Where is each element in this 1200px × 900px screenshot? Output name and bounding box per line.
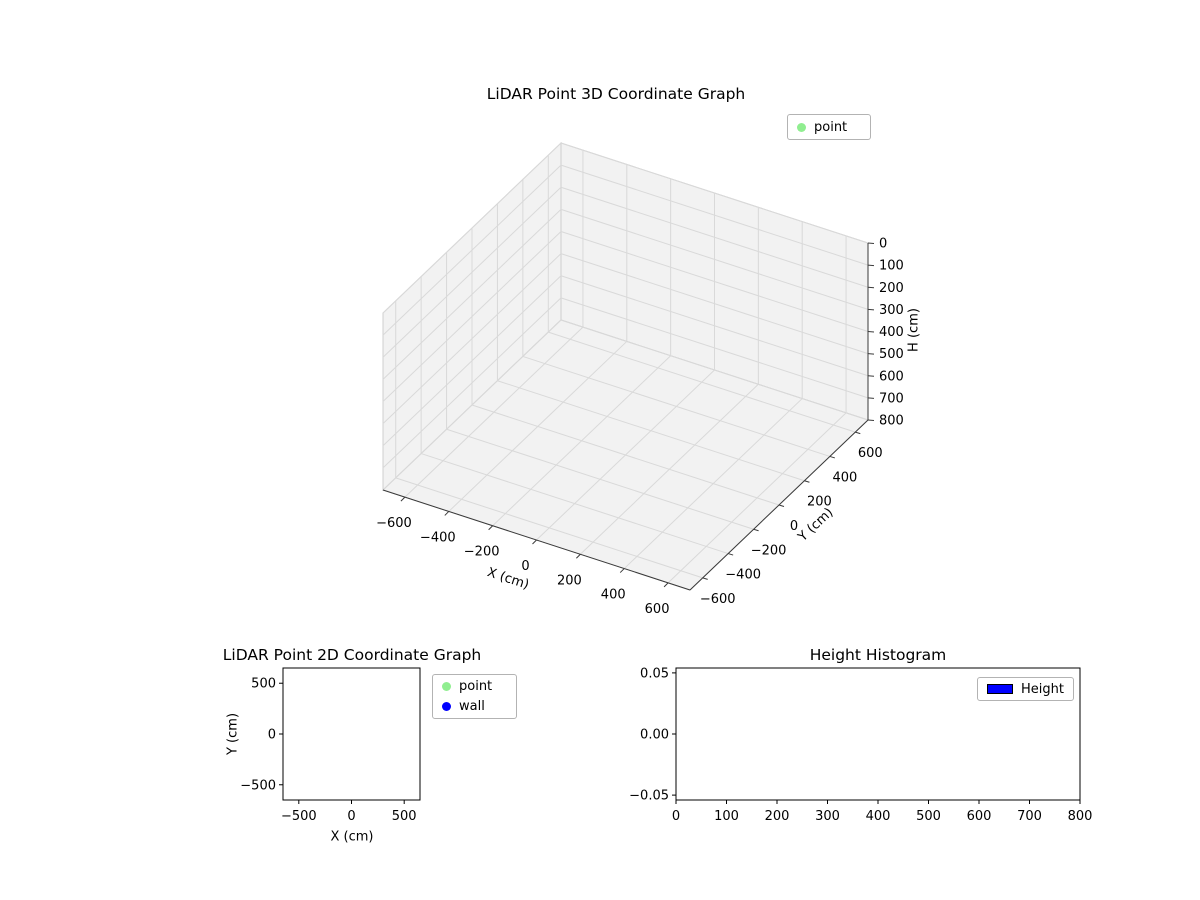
hist-title: Height Histogram xyxy=(809,646,947,664)
hist-axes: 0 100 200 300 400 500 600 700 800 0.05 0.00 −0.05 xyxy=(629,666,1092,824)
wall-marker-icon xyxy=(442,702,451,711)
plot3d-title: LiDAR Point 3D Coordinate Graph xyxy=(486,85,746,103)
legend-label-wall: wall xyxy=(459,699,485,714)
plot3d-legend: point xyxy=(787,114,871,140)
svg-text:600: 600 xyxy=(879,369,904,384)
svg-text:0: 0 xyxy=(347,809,355,824)
svg-text:200: 200 xyxy=(557,573,582,588)
svg-text:500: 500 xyxy=(251,677,276,692)
svg-text:400: 400 xyxy=(601,588,626,603)
svg-text:500: 500 xyxy=(916,809,941,824)
svg-text:100: 100 xyxy=(879,259,904,274)
plot2d-title: LiDAR Point 2D Coordinate Graph xyxy=(222,646,482,664)
point-marker-icon xyxy=(797,122,806,132)
svg-text:600: 600 xyxy=(967,809,992,824)
svg-text:700: 700 xyxy=(879,391,904,406)
plot2d-x-axis-label: X (cm) xyxy=(330,829,374,845)
svg-text:0: 0 xyxy=(879,237,887,252)
svg-text:500: 500 xyxy=(392,809,417,824)
legend-label-point: point xyxy=(459,679,493,694)
svg-text:−600: −600 xyxy=(700,592,736,607)
svg-text:−200: −200 xyxy=(464,545,500,560)
svg-text:0.00: 0.00 xyxy=(640,728,669,743)
legend-label-point: point xyxy=(814,119,848,135)
svg-text:0: 0 xyxy=(790,519,798,534)
svg-text:400: 400 xyxy=(832,470,857,485)
svg-text:−200: −200 xyxy=(751,543,787,558)
svg-text:800: 800 xyxy=(1068,809,1093,824)
svg-text:−400: −400 xyxy=(725,568,761,583)
svg-text:200: 200 xyxy=(879,281,904,296)
plot3d-z-axis-label: H (cm) xyxy=(906,308,922,352)
svg-text:400: 400 xyxy=(879,325,904,340)
svg-text:500: 500 xyxy=(879,347,904,362)
svg-text:200: 200 xyxy=(807,495,832,510)
svg-text:0: 0 xyxy=(521,559,529,574)
svg-text:100: 100 xyxy=(714,809,739,824)
svg-text:800: 800 xyxy=(879,414,904,429)
svg-text:300: 300 xyxy=(879,303,904,318)
plot2d-axes: −500 0 500 500 0 −500 xyxy=(240,667,421,824)
svg-text:600: 600 xyxy=(858,446,883,461)
legend-item-point: point xyxy=(442,679,507,694)
svg-text:400: 400 xyxy=(866,809,891,824)
legend-item-wall: wall xyxy=(442,699,507,714)
svg-text:600: 600 xyxy=(645,602,670,617)
legend-item-height: Height xyxy=(987,682,1064,697)
svg-text:−500: −500 xyxy=(240,778,276,793)
height-bar-swatch-icon xyxy=(987,684,1013,694)
svg-text:0: 0 xyxy=(672,809,680,824)
svg-text:0.05: 0.05 xyxy=(640,666,669,681)
svg-text:300: 300 xyxy=(815,809,840,824)
svg-text:700: 700 xyxy=(1017,809,1042,824)
legend-item-point: point xyxy=(797,120,861,135)
plot2d-y-axis-label: Y (cm) xyxy=(225,712,241,756)
svg-text:−600: −600 xyxy=(376,516,412,531)
svg-text:−500: −500 xyxy=(281,809,317,824)
legend-label-height: Height xyxy=(1021,681,1064,697)
hist-legend: Height xyxy=(977,677,1074,701)
svg-text:0: 0 xyxy=(268,728,276,743)
plot2d-legend: point wall xyxy=(432,674,517,719)
svg-text:200: 200 xyxy=(765,809,790,824)
svg-text:−0.05: −0.05 xyxy=(629,789,669,804)
svg-text:−400: −400 xyxy=(420,530,456,545)
point-marker-icon xyxy=(442,682,451,691)
plot3d-axes: −600−400−2000200400600−600−400−200020040… xyxy=(376,141,904,617)
